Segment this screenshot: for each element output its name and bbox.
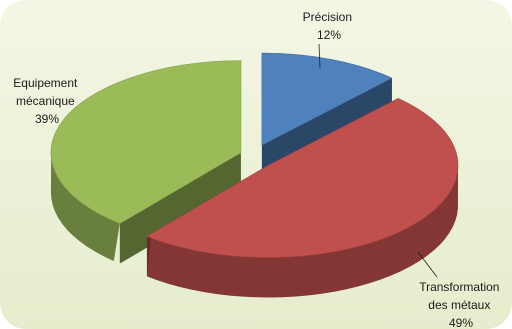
label-precision: Précision 12% [303,10,356,42]
label-equipement-line-2: mécanique [16,94,75,108]
label-equipement-value: 39% [35,112,59,126]
label-transformation-line-2: des métaux [428,298,490,312]
leader-line-transformation [417,251,438,278]
slice-0-top [261,52,393,146]
label-equipement-line-1: Equipement [13,76,78,90]
label-transformation: Transformation des métaux 49% [419,280,503,329]
label-transformation-value: 49% [449,316,473,329]
leader-line-precision [318,43,321,69]
slice-1-top [146,98,459,258]
pie-slices [50,52,459,298]
slice-1 [146,98,459,298]
label-precision-line-1: Précision [303,10,352,24]
label-equipement: Equipement mécanique 39% [13,76,80,126]
slice-1-side [146,165,459,298]
slice-2-top [50,60,242,224]
label-precision-value: 12% [317,28,341,42]
slice-2-side [50,156,120,262]
label-transformation-line-1: Transformation [419,280,499,294]
